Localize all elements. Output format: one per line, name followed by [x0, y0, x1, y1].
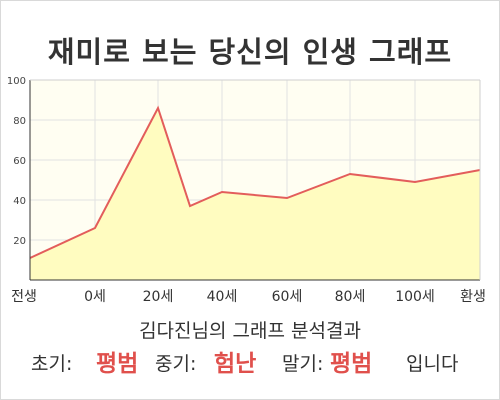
x-tick-label: 100세: [395, 289, 435, 305]
y-tick-label: 60: [13, 156, 26, 167]
y-tick-label: 40: [13, 196, 26, 207]
chart-title: 재미로 보는 당신의 인생 그래프: [47, 35, 453, 69]
analysis-result: 초기: 평범 중기: 험난 말기: 평범 입니다: [0, 346, 500, 382]
axes: [29, 79, 481, 281]
x-tick-label: 60세: [272, 289, 303, 305]
life-area-fill: [30, 108, 480, 280]
early-label: 초기:: [31, 353, 73, 375]
analysis-subtitle: 김다진님의 그래프 분석결과: [139, 320, 361, 342]
middle-value: 험난: [214, 351, 257, 377]
x-tick-label: 80세: [335, 289, 366, 305]
late-label: 말기:: [282, 353, 324, 375]
y-tick-label: 100: [7, 76, 26, 87]
y-tick-label: 80: [13, 116, 26, 127]
result-suffix: 입니다: [406, 353, 459, 375]
y-tick-label: 20: [13, 236, 26, 247]
late-value: 평범: [330, 351, 373, 377]
x-tick-label: 20세: [143, 289, 174, 305]
x-tick-labels: 전생 0세 20세 40세 60세 80세 100세 환생: [11, 289, 486, 305]
x-tick-label: 40세: [207, 289, 238, 305]
x-tick-label: 전생: [11, 289, 37, 305]
y-tick-labels: 20 40 60 80 100: [7, 76, 26, 247]
x-tick-label: 환생: [460, 289, 486, 305]
middle-label: 중기:: [155, 353, 197, 375]
early-value: 평범: [96, 351, 139, 377]
x-tick-label: 0세: [84, 289, 106, 305]
life-line: [29, 105, 481, 259]
